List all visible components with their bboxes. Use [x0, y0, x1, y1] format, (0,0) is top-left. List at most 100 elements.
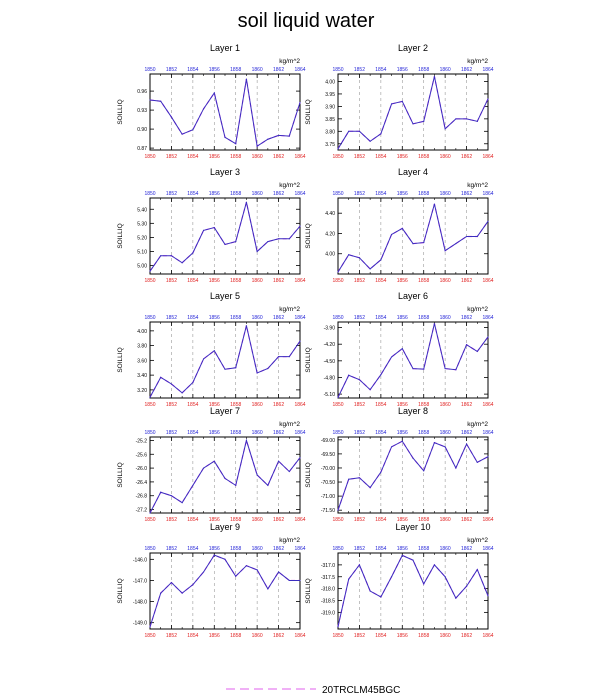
data-point [476, 461, 478, 463]
data-point [444, 446, 446, 448]
data-point [192, 129, 194, 131]
data-point [369, 268, 371, 270]
x-tick-label-bottom: 1864 [482, 633, 493, 639]
x-tick-label-top: 1854 [187, 67, 198, 73]
data-point [277, 460, 280, 462]
data-point [160, 255, 162, 257]
plot-frame [149, 197, 301, 275]
y-tick-label: -25.2 [136, 438, 148, 444]
panel-title: Layer 3 [210, 167, 240, 177]
series-line [337, 440, 489, 511]
y-tick-label: 3.95 [325, 92, 335, 98]
x-tick-label-top: 1862 [273, 430, 284, 436]
data-point [170, 116, 173, 118]
x-tick-label-bottom: 1852 [166, 517, 177, 523]
data-point [348, 254, 350, 256]
y-tick-label: 4.00 [137, 329, 147, 335]
series-line [149, 325, 301, 398]
x-tick-label-bottom: 1854 [375, 278, 386, 284]
x-tick-label-top: 1858 [418, 430, 429, 436]
y-tick-label: -5.10 [324, 392, 336, 398]
x-tick-label-bottom: 1854 [187, 402, 198, 408]
x-tick-label-top: 1850 [332, 546, 343, 552]
chart-panel-10: Layer 10 kg/m^2 SOILLIQ 1850 1850 1852 1852 185… [305, 522, 494, 639]
x-tick-label-top: 1860 [440, 546, 451, 552]
plot-frame [337, 321, 489, 399]
plot-frame [149, 321, 301, 399]
x-tick-label-bottom: 1860 [252, 517, 263, 523]
series-line-control [337, 203, 489, 273]
x-tick-label-top: 1860 [252, 67, 263, 73]
x-tick-label-bottom: 1856 [397, 154, 408, 160]
data-point [444, 576, 446, 578]
data-point [465, 235, 468, 238]
series-line [149, 554, 300, 628]
x-tick-label-top: 1862 [273, 67, 284, 73]
x-tick-label-bottom: 1862 [461, 278, 472, 284]
x-tick-label-bottom: 1864 [482, 517, 493, 523]
data-point [476, 350, 478, 353]
y-axis-label: SOILLIQ [117, 99, 124, 124]
data-point [235, 367, 237, 369]
y-tick-label: 4.20 [325, 231, 335, 237]
data-point [192, 252, 194, 254]
units-label: kg/m^2 [467, 306, 488, 313]
plot-frame [337, 197, 489, 275]
x-tick-label-top: 1856 [397, 315, 408, 321]
y-tick-label: 3.20 [137, 388, 147, 394]
x-tick-label-top: 1854 [375, 315, 386, 321]
data-point [288, 579, 290, 582]
y-tick-label: 3.75 [325, 142, 335, 148]
x-tick-label-top: 1858 [230, 430, 241, 436]
panel-title: Layer 8 [398, 406, 428, 416]
units-label: kg/m^2 [279, 182, 300, 189]
data-point [433, 564, 436, 566]
data-point [160, 376, 162, 378]
y-axis-label: SOILLIQ [117, 223, 124, 248]
x-tick-label-top: 1856 [397, 67, 408, 73]
data-point [465, 118, 468, 120]
y-axis-label: SOILLIQ [305, 578, 312, 603]
y-axis-label: SOILLIQ [117, 347, 124, 372]
y-axis-label: SOILLIQ [305, 223, 312, 248]
data-point [358, 379, 361, 381]
data-point [348, 130, 350, 132]
data-point [224, 558, 226, 560]
x-tick-label-top: 1864 [482, 315, 493, 321]
x-tick-label-bottom: 1852 [354, 633, 365, 639]
x-tick-label-top: 1850 [332, 67, 343, 73]
data-point [256, 372, 258, 374]
data-point [390, 446, 393, 448]
y-tick-label: 5.30 [137, 221, 147, 227]
x-tick-label-top: 1856 [397, 430, 408, 436]
y-tick-label: 3.40 [137, 373, 147, 379]
x-tick-label-top: 1850 [144, 67, 155, 73]
x-tick-label-top: 1862 [273, 191, 284, 197]
x-tick-label-top: 1850 [332, 430, 343, 436]
x-tick-label-bottom: 1850 [144, 154, 155, 160]
x-tick-label-top: 1856 [209, 67, 220, 73]
y-axis-label: SOILLIQ [117, 578, 124, 603]
data-point [267, 367, 269, 370]
x-tick-label-bottom: 1854 [187, 278, 198, 284]
data-point [299, 225, 301, 227]
data-point [412, 559, 414, 561]
x-tick-label-bottom: 1850 [144, 517, 155, 523]
y-tick-label: -69.50 [321, 452, 335, 458]
x-tick-label-top: 1852 [166, 315, 177, 321]
x-tick-label-top: 1854 [375, 67, 386, 73]
x-tick-label-top: 1860 [440, 315, 451, 321]
data-point [348, 578, 350, 580]
x-tick-label-bottom: 1858 [418, 402, 429, 408]
data-point [149, 512, 151, 514]
data-point [288, 238, 290, 240]
data-point [277, 238, 280, 240]
series-line [337, 554, 489, 627]
x-tick-label-bottom: 1862 [461, 402, 472, 408]
x-tick-label-bottom: 1862 [273, 517, 284, 523]
data-point [380, 596, 382, 598]
chart-panel-8: Layer 8 kg/m^2 SOILLIQ 1850 1850 1852 1852 1854… [305, 406, 494, 523]
data-point [487, 595, 489, 597]
x-tick-label-top: 1854 [187, 546, 198, 552]
x-tick-label-top: 1852 [354, 546, 365, 552]
